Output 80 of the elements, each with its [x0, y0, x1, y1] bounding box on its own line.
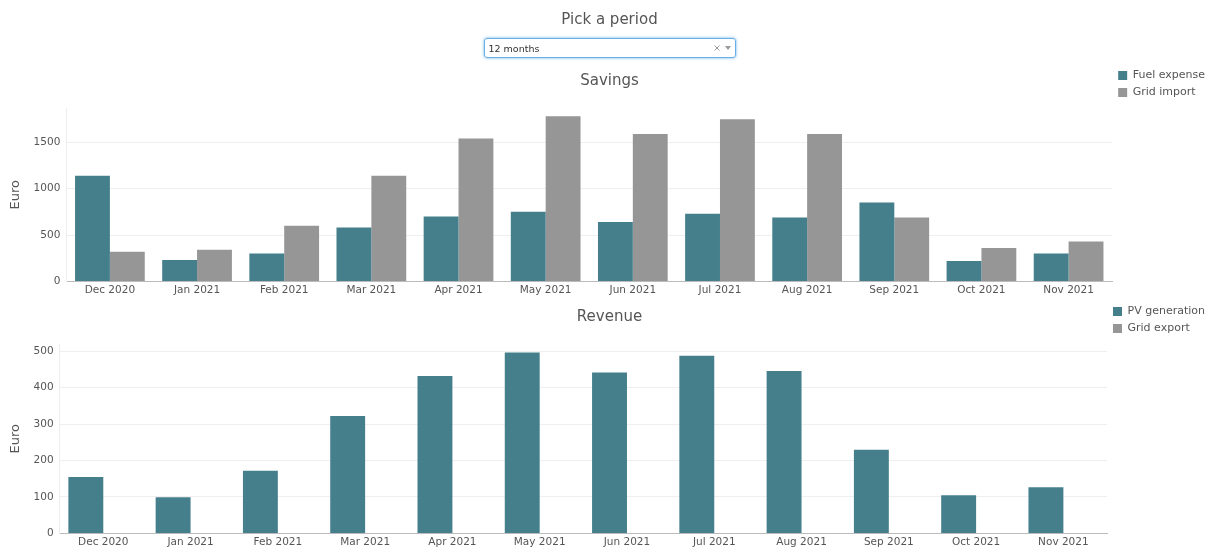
- bar: [242, 470, 278, 533]
- bar: [859, 202, 895, 281]
- y-tick-label: 1500: [33, 135, 61, 148]
- x-tick-label: Dec 2020: [78, 535, 129, 548]
- x-tick-label: Oct 2021: [951, 535, 1001, 548]
- x-tick-label: Sep 2021: [863, 535, 914, 548]
- x-tick-label: Nov 2021: [1043, 283, 1094, 296]
- legend-label: Grid export: [1127, 321, 1191, 335]
- x-tick-label: Mar 2021: [346, 283, 397, 296]
- bar: [766, 370, 802, 533]
- x-tick-label: Sep 2021: [869, 283, 920, 296]
- legend-label: Fuel expense: [1132, 68, 1206, 82]
- x-tick-label: Mar 2021: [340, 535, 391, 548]
- bar: [807, 133, 842, 281]
- bar: [592, 372, 627, 533]
- bar: [719, 119, 755, 281]
- x-tick-label: Feb 2021: [253, 535, 303, 548]
- bar: [162, 260, 198, 281]
- x-tick-label: Dec 2020: [84, 283, 136, 296]
- legend-label: PV generation: [1127, 304, 1206, 318]
- bar: [772, 217, 808, 281]
- y-tick-label: 0: [53, 274, 61, 287]
- bar: [68, 476, 104, 533]
- x-tick-label: Aug 2021: [776, 535, 827, 548]
- bar: [853, 449, 889, 533]
- bar: [330, 416, 366, 533]
- text: Pick a period: [560, 9, 659, 30]
- y-axis-title: Euro: [7, 423, 23, 454]
- x-tick-label: Jan 2021: [166, 535, 214, 548]
- bar: [417, 376, 453, 533]
- x-tick-label: May 2021: [513, 535, 566, 548]
- text: 12 months: [488, 42, 541, 54]
- bar: [336, 227, 372, 281]
- y-tick-label: 100: [33, 489, 54, 502]
- bar: [679, 355, 715, 533]
- x-tick-label: Jun 2021: [608, 283, 657, 296]
- bar: [197, 249, 232, 281]
- bar: [545, 116, 581, 281]
- bar: [458, 138, 494, 281]
- x-tick-label: Feb 2021: [259, 283, 309, 296]
- y-tick-label: 0: [46, 526, 54, 539]
- x-tick-label: Nov 2021: [1038, 535, 1089, 548]
- y-tick-label: 500: [40, 227, 61, 240]
- chart-title: Savings: [580, 70, 639, 89]
- bar: [249, 253, 285, 281]
- x-tick-label: Oct 2021: [957, 283, 1006, 296]
- bar: [981, 248, 1017, 281]
- x-tick-label: Jul 2021: [691, 535, 736, 548]
- bar: [423, 216, 459, 281]
- bar: [685, 213, 720, 281]
- x-tick-label: Aug 2021: [781, 283, 833, 296]
- bar: [632, 133, 668, 281]
- x-tick-label: Apr 2021: [428, 535, 477, 548]
- bar: [75, 175, 110, 281]
- y-tick-label: 300: [33, 416, 54, 429]
- bar: [1033, 253, 1069, 281]
- x-tick-label: Jul 2021: [697, 283, 742, 296]
- bar: [894, 217, 930, 281]
- x-tick-label: Apr 2021: [434, 283, 483, 296]
- bar: [510, 211, 546, 281]
- x-tick-label: Jun 2021: [602, 535, 651, 548]
- chart-title: Revenue: [576, 306, 643, 325]
- bar: [1028, 487, 1064, 533]
- y-tick-label: 500: [33, 344, 54, 357]
- bar: [597, 222, 633, 281]
- y-axis-title: Euro: [7, 179, 23, 210]
- bar: [941, 495, 977, 533]
- bar: [371, 175, 407, 281]
- x-tick-label: May 2021: [519, 283, 572, 296]
- bar: [155, 497, 191, 533]
- y-tick-label: 400: [33, 380, 54, 393]
- bar: [504, 352, 540, 533]
- bar: [1068, 241, 1104, 281]
- bar: [109, 251, 145, 281]
- y-tick-label: 200: [33, 453, 54, 466]
- legend-label: Grid import: [1132, 85, 1197, 99]
- y-tick-label: 1000: [33, 181, 61, 194]
- bar: [284, 225, 320, 281]
- x-tick-label: Jan 2021: [172, 283, 221, 296]
- bar: [946, 261, 982, 281]
